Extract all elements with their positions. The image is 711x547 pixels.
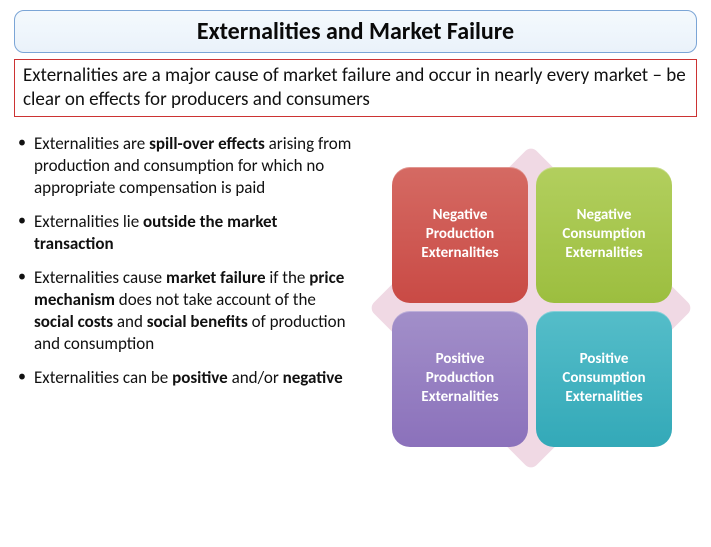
tile-negative-production: Negative Production Externalities [392, 167, 528, 303]
tile-positive-production: Positive Production Externalities [392, 311, 528, 447]
tile-negative-consumption: Negative Consumption Externalities [536, 167, 672, 303]
bullet-item: Externalities lie outside the market tra… [14, 211, 356, 255]
bullet-item: Externalities can be positive and/or neg… [14, 367, 356, 389]
bullet-item: Externalities are spill-over effects ari… [14, 133, 356, 199]
subtitle-box: Externalities are a major cause of marke… [14, 59, 697, 117]
bullet-list: Externalities are spill-over effects ari… [14, 133, 366, 493]
bullet-item: Externalities cause market failure if th… [14, 267, 356, 355]
page-title: Externalities and Market Failure [15, 17, 696, 46]
quadrant-grid: Negative Production Externalities Negati… [392, 167, 672, 447]
title-box: Externalities and Market Failure [14, 10, 697, 53]
externalities-diagram: Negative Production Externalities Negati… [366, 133, 697, 493]
content-area: Externalities are spill-over effects ari… [0, 127, 711, 493]
tile-positive-consumption: Positive Consumption Externalities [536, 311, 672, 447]
